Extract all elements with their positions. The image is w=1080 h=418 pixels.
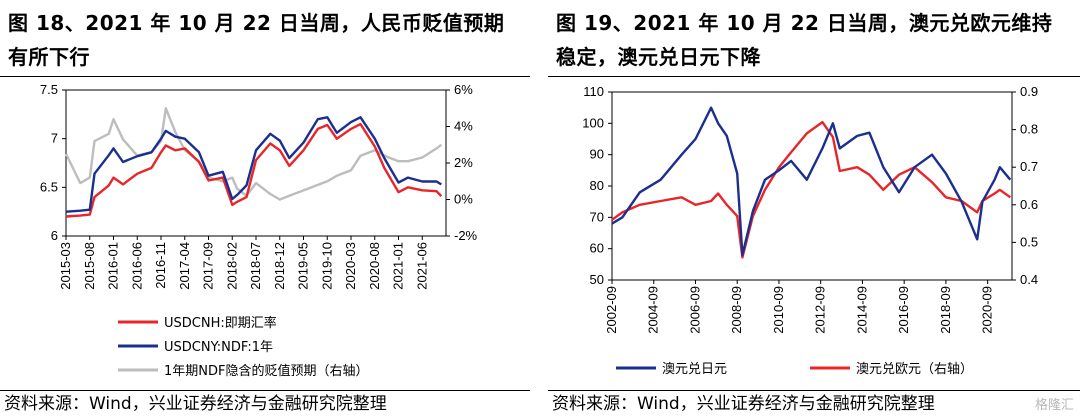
right-axis-tick-label: 6% bbox=[454, 82, 473, 97]
series-line bbox=[64, 107, 443, 201]
right-axis-tick-label: 0.6 bbox=[1020, 197, 1038, 212]
x-axis-tick-label: 2014-09 bbox=[854, 286, 869, 334]
x-axis-tick-label: 2020-03 bbox=[343, 242, 358, 290]
x-axis-tick-label: 2008-09 bbox=[729, 286, 744, 334]
bottom-rule bbox=[548, 390, 1080, 391]
top-rule bbox=[0, 76, 530, 77]
x-axis-tick-label: 2021-06 bbox=[414, 242, 429, 290]
x-axis-tick-label: 2016-11 bbox=[153, 242, 168, 289]
left-axis-tick-label: 110 bbox=[583, 84, 604, 99]
x-axis-tick-label: 2017-04 bbox=[177, 242, 192, 290]
x-axis-tick-label: 2010-09 bbox=[771, 286, 786, 334]
x-axis-tick-label: 2018-09 bbox=[938, 286, 953, 334]
x-axis-tick-label: 2004-09 bbox=[646, 286, 661, 334]
x-axis-tick-label: 2019-05 bbox=[296, 242, 311, 290]
left-axis-tick-label: 7 bbox=[51, 131, 58, 146]
left-axis-tick-label: 60 bbox=[590, 241, 604, 256]
series-line bbox=[65, 116, 442, 213]
right-axis-tick-label: 0.7 bbox=[1020, 159, 1038, 174]
bottom-rule bbox=[0, 390, 530, 391]
x-axis-tick-label: 2019-10 bbox=[319, 242, 334, 290]
figure-title-line: 有所下行 bbox=[8, 45, 90, 69]
right-axis-tick-label: 0% bbox=[454, 192, 473, 207]
x-axis-tick-label: 2012-09 bbox=[813, 286, 828, 334]
right-axis-tick-label: 2% bbox=[454, 155, 473, 170]
legend-label: USDCNY:NDF:1年 bbox=[164, 340, 273, 355]
series-line bbox=[611, 106, 1012, 257]
series-line bbox=[65, 122, 443, 218]
right-axis-tick-label: 0.5 bbox=[1020, 234, 1038, 249]
legend-label: 1年期NDF隐含的贬值预期（右轴） bbox=[164, 363, 368, 379]
left-axis-tick-label: 90 bbox=[590, 147, 604, 162]
x-axis-tick-label: 2015-03 bbox=[58, 242, 73, 290]
x-axis-tick-label: 2020-09 bbox=[980, 286, 995, 334]
chart-aud: 50 60 70 80 90 100 110 0.4 0.5 0.6 0.7 0.8 0.9 2002-0… bbox=[582, 84, 1038, 377]
legend-label: USDCNH:即期汇率 bbox=[164, 315, 277, 331]
right-axis-tick-label: 0.9 bbox=[1020, 84, 1038, 99]
x-axis-tick-label: 2002-09 bbox=[604, 286, 619, 334]
x-axis-tick-label: 2017-09 bbox=[201, 242, 216, 290]
right-axis-tick-label: 0.8 bbox=[1020, 122, 1038, 137]
right-axis-tick-label: 0.4 bbox=[1020, 272, 1038, 287]
figure-title: 图 18、2021 年 10 月 22 日当周，人民币贬值预期 有所下行 bbox=[8, 6, 528, 74]
x-axis-tick-label: 2018-02 bbox=[224, 242, 239, 290]
x-axis-tick-label: 2020-08 bbox=[367, 242, 382, 290]
left-axis-tick-label: 6 bbox=[51, 228, 58, 243]
source-note: 资料来源：Wind，兴业证券经济与金融研究院整理 bbox=[4, 394, 387, 414]
right-axis-tick-label: 4% bbox=[454, 119, 473, 134]
left-axis-tick-label: 80 bbox=[590, 178, 604, 193]
right-axis-tick-label: -2% bbox=[454, 228, 478, 243]
figure-title-line: 图 18、2021 年 10 月 22 日当周，人民币贬值预期 bbox=[8, 11, 505, 35]
left-axis-tick-label: 50 bbox=[590, 272, 604, 287]
x-axis-tick-label: 2016-01 bbox=[106, 242, 121, 290]
chart-rmb: 6 6.5 7 7.5 -2% 0% 2% 4% 6% 2015-03 2015-08 2016-01… bbox=[40, 82, 478, 379]
legend-label: 澳元兑欧元（右轴） bbox=[856, 361, 973, 377]
figure-title: 图 19、2021 年 10 月 22 日当周，澳元兑欧元维持 稳定，澳元兑日元… bbox=[556, 6, 1076, 74]
figure-title-line: 图 19、2021 年 10 月 22 日当周，澳元兑欧元维持 bbox=[556, 11, 1053, 35]
figure-title-line: 稳定，澳元兑日元下降 bbox=[556, 45, 761, 69]
figure-left: 图 18、2021 年 10 月 22 日当周，人民币贬值预期 有所下行 6 6.… bbox=[0, 0, 530, 418]
x-axis-tick-label: 2018-12 bbox=[272, 242, 287, 290]
left-axis-tick-label: 70 bbox=[590, 209, 604, 224]
left-axis-tick-label: 6.5 bbox=[40, 179, 58, 194]
source-note: 资料来源：Wind，兴业证券经济与金融研究院整理 bbox=[552, 394, 935, 414]
legend-label: 澳元兑日元 bbox=[662, 361, 727, 377]
left-axis-tick-label: 7.5 bbox=[40, 82, 58, 97]
x-axis-tick-label: 2016-09 bbox=[896, 286, 911, 334]
series-line bbox=[611, 120, 1011, 259]
x-axis-tick-label: 2016-06 bbox=[129, 242, 144, 290]
x-axis-tick-label: 2018-07 bbox=[248, 242, 263, 290]
x-axis-tick-label: 2006-09 bbox=[687, 286, 702, 334]
top-rule bbox=[548, 76, 1080, 77]
left-axis-tick-label: 100 bbox=[582, 115, 604, 130]
x-axis-tick-label: 2021-01 bbox=[391, 242, 406, 290]
watermark-logo: 格隆汇 bbox=[1034, 398, 1074, 413]
x-axis-tick-label: 2015-08 bbox=[82, 242, 97, 290]
figure-right: 图 19、2021 年 10 月 22 日当周，澳元兑欧元维持 稳定，澳元兑日元… bbox=[548, 0, 1080, 418]
